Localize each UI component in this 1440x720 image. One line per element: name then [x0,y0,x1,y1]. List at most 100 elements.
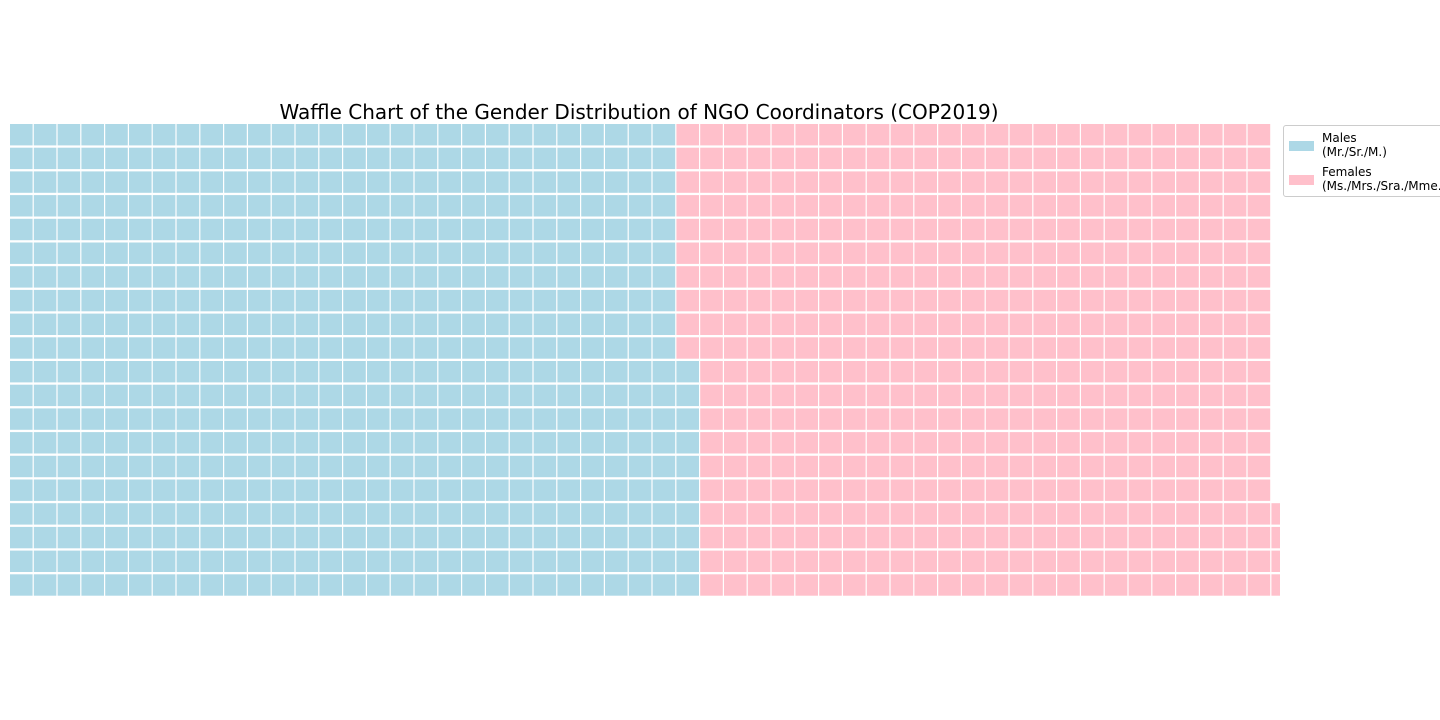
waffle-cell-female [1057,313,1080,335]
waffle-cell-male [676,574,699,596]
waffle-cell-male [557,526,580,549]
waffle-cell-male [438,503,461,525]
waffle-cell-female [1271,526,1280,549]
chart-title: Waffle Chart of the Gender Distribution … [279,100,999,124]
waffle-cell-female [1033,218,1056,241]
waffle-cell-male [390,147,414,170]
waffle-cell-female [985,361,1009,383]
waffle-cell-male [438,455,461,478]
waffle-cell-male [438,550,461,572]
waffle-cell-female [985,503,1009,525]
waffle-cell-male [414,171,438,193]
waffle-cell-male [605,289,628,312]
waffle-cell-male [224,574,247,596]
waffle-cell-female [1033,455,1056,478]
waffle-cell-male [295,574,319,596]
waffle-cell-male [533,266,557,288]
waffle-cell-female [1223,455,1247,478]
waffle-cell-female [1247,503,1271,525]
waffle-cell-female [1223,147,1247,170]
waffle-cell-female [1247,432,1271,454]
waffle-cell-male [533,195,557,217]
waffle-cell-female [1081,479,1104,501]
waffle-cell-male [652,384,676,407]
waffle-cell-female [1081,574,1104,596]
waffle-cell-male [224,361,247,383]
waffle-cell-male [414,361,438,383]
waffle-cell-male [628,432,652,454]
waffle-cell-female [1247,171,1271,193]
waffle-cell-male [129,289,152,312]
waffle-cell-male [628,266,652,288]
waffle-cell-female [676,313,699,335]
waffle-cell-female [1057,147,1080,170]
waffle-cell-female [1057,361,1080,383]
waffle-cell-female [1200,550,1223,572]
waffle-cell-male [343,432,366,454]
waffle-cell-male [390,337,414,359]
waffle-cell-female [938,574,961,596]
waffle-cell-male [295,195,319,217]
waffle-cell-male [319,574,342,596]
waffle-cell-male [224,384,247,407]
waffle-cell-female [985,384,1009,407]
waffle-cell-male [271,503,295,525]
waffle-cell-male [462,147,485,170]
waffle-cell-male [224,337,247,359]
waffle-cell-male [367,361,390,383]
waffle-cell-female [724,289,747,312]
waffle-cell-male [438,384,461,407]
waffle-cell-male [462,384,485,407]
waffle-cell-male [533,479,557,501]
waffle-cell-female [938,408,961,430]
waffle-cell-male [295,266,319,288]
waffle-cell-male [367,171,390,193]
waffle-cell-male [414,266,438,288]
waffle-cell-female [1104,266,1128,288]
waffle-cell-male [224,432,247,454]
waffle-cell-male [33,455,57,478]
waffle-cell-female [676,337,699,359]
waffle-cell-male [652,242,676,264]
waffle-cell-female [1009,503,1033,525]
waffle-cell-female [747,242,771,264]
waffle-cell-male [628,171,652,193]
waffle-cell-male [605,408,628,430]
waffle-cell-male [200,574,223,596]
waffle-cell-female [819,242,842,264]
waffle-cell-female [1104,171,1128,193]
waffle-cell-female [795,313,818,335]
waffle-cell-male [557,147,580,170]
waffle-cell-male [462,361,485,383]
waffle-cell-female [1009,384,1033,407]
waffle-cell-male [152,361,176,383]
waffle-cell-female [1033,242,1056,264]
waffle-cell-female [1152,195,1175,217]
waffle-cell-female [1033,337,1056,359]
waffle-cell-female [700,195,723,217]
waffle-cell-female [1081,266,1104,288]
waffle-cell-female [747,289,771,312]
waffle-cell-male [105,384,128,407]
waffle-cell-female [866,384,890,407]
waffle-cell-male [129,147,152,170]
waffle-cell-female [962,313,985,335]
waffle-cell-female [747,313,771,335]
waffle-cell-male [509,384,533,407]
waffle-cell-female [1128,408,1152,430]
waffle-cell-male [248,337,271,359]
waffle-cell-female [914,171,937,193]
waffle-cell-male [367,408,390,430]
waffle-cell-female [1057,503,1080,525]
waffle-cell-male [438,432,461,454]
waffle-cell-female [1128,218,1152,241]
waffle-cell-male [105,503,128,525]
waffle-cell-female [1200,313,1223,335]
waffle-cell-male [57,361,81,383]
waffle-cell-female [1033,289,1056,312]
waffle-cell-male [343,361,366,383]
waffle-cell-female [724,408,747,430]
waffle-cell-male [224,147,247,170]
waffle-cell-female [1009,455,1033,478]
waffle-cell-female [1176,195,1199,217]
